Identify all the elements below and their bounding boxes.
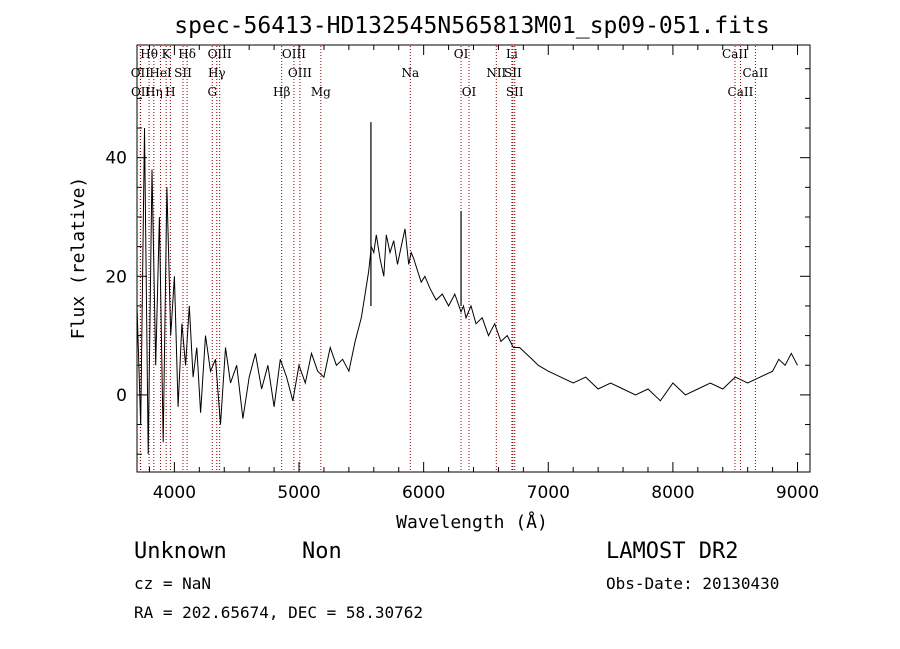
x-tick-label-2: 6000 [402, 483, 445, 503]
line-label-3-1: Hη [145, 85, 163, 99]
line-label-2-0: OII [131, 66, 151, 80]
line-label-2-1: HeI [149, 66, 172, 80]
redshift-text: cz = NaN [134, 574, 212, 593]
obs-date-text: Obs-Date: 20130430 [606, 574, 780, 593]
line-label-2-3: Hγ [208, 66, 226, 80]
line-label-2-2: SII [174, 66, 192, 80]
x-tick-label-0: 4000 [153, 483, 196, 503]
line-label-1-0: Hθ [140, 47, 158, 61]
axis-ticks: 4000 5000 6000 7000 8000 9000 0 20 40 [105, 45, 819, 503]
line-label-2-8: CaII [742, 66, 768, 80]
line-label-1-6: Li [506, 47, 518, 61]
line-label-1-7: CaII [722, 47, 748, 61]
line-label-3-5: Mg [311, 85, 331, 99]
line-label-3-3: G [207, 85, 217, 99]
subclass-label: Non [302, 539, 342, 564]
x-tick-label-3: 7000 [527, 483, 570, 503]
survey-label: LAMOST DR2 [606, 539, 739, 564]
y-tick-label-1: 20 [105, 267, 127, 287]
line-label-2-6: NII [486, 66, 506, 80]
x-tick-label-4: 8000 [651, 483, 694, 503]
y-tick-label-0: 0 [116, 386, 127, 406]
line-label-3-6: OI [462, 85, 477, 99]
series-layer [136, 122, 798, 455]
x-axis-label: Wavelength (Å) [396, 511, 548, 533]
line-label-1-3: OIII [208, 47, 232, 61]
line-label-1-4: OIII [282, 47, 306, 61]
x-tick-label-1: 5000 [277, 483, 320, 503]
line-label-2-4: OIII [288, 66, 312, 80]
line-label-1-5: OI [454, 47, 469, 61]
line-label-2-7: SII [504, 66, 522, 80]
coords-text: RA = 202.65674, DEC = 58.30762 [134, 603, 423, 622]
spectrum-line-0 [136, 127, 798, 455]
line-label-1-2: Hδ [178, 47, 196, 61]
line-label-3-7: SII [506, 85, 524, 99]
line-label-3-2: H [165, 85, 175, 99]
plot-frame [136, 44, 811, 473]
spectral-line-markers [139, 46, 756, 471]
chart-title: spec-56413-HD132545N565813M01_sp09-051.f… [174, 13, 769, 39]
class-label: Unknown [134, 539, 227, 564]
line-label-2-5: Na [401, 66, 419, 80]
y-tick-label-2: 40 [105, 149, 127, 169]
x-tick-label-5: 9000 [776, 483, 819, 503]
y-axis-label: Flux (relative) [68, 177, 89, 340]
line-label-1-1: K [162, 47, 172, 61]
line-label-3-4: Hβ [273, 85, 290, 99]
line-label-3-8: CaII [728, 85, 754, 99]
line-label-3-0: OII [131, 85, 151, 99]
